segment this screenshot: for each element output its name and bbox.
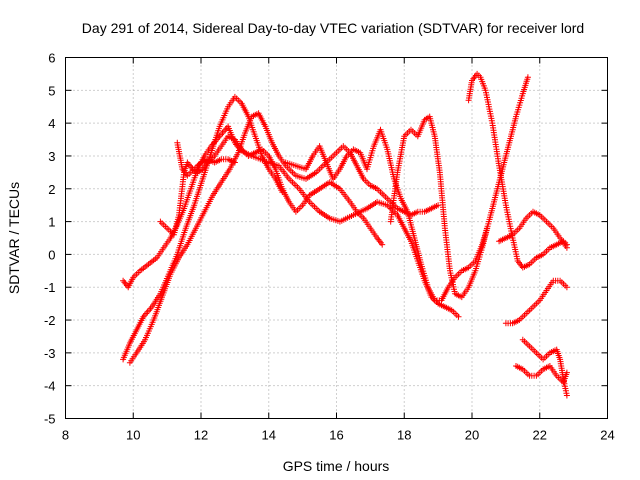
x-tick-label: 12: [194, 428, 208, 443]
series-markers: [502, 277, 570, 327]
series-arc-e: [174, 139, 238, 179]
y-tick-label: -5: [44, 412, 56, 427]
y-tick-label: 5: [48, 83, 55, 98]
y-tick-label: 3: [48, 149, 55, 164]
series-arc-l: [513, 363, 570, 386]
series-arc-g: [387, 113, 491, 301]
series-markers: [519, 336, 570, 399]
y-tick-label: -4: [44, 379, 56, 394]
y-axis-label: SDTVAR / TECUs: [6, 182, 22, 294]
series-arc-i: [496, 208, 570, 251]
y-tick-label: -2: [44, 313, 56, 328]
y-tick-label: -1: [44, 280, 56, 295]
x-tick-label: 18: [397, 428, 411, 443]
y-tick-label: -3: [44, 346, 56, 361]
series-markers: [126, 110, 442, 366]
series-markers: [157, 133, 386, 248]
series-markers: [513, 363, 570, 386]
y-tick-label: 2: [48, 182, 55, 197]
x-tick-label: 22: [533, 428, 547, 443]
series-markers: [282, 74, 531, 304]
series-markers: [174, 139, 238, 179]
y-tick-label: 4: [48, 116, 55, 131]
series-arc-k: [519, 336, 570, 399]
x-tick-label: 20: [465, 428, 479, 443]
x-tick-label: 10: [126, 428, 140, 443]
data-series: [120, 70, 570, 399]
x-axis-label: GPS time / hours: [283, 458, 390, 474]
series-arc-j: [502, 277, 570, 327]
x-tick-label: 8: [62, 428, 69, 443]
series-arc-f: [282, 74, 531, 304]
series-markers: [496, 208, 570, 251]
series-arc-d: [157, 133, 386, 248]
x-tick-label: 24: [600, 428, 614, 443]
x-tick-label: 16: [329, 428, 343, 443]
y-tick-label: 6: [48, 51, 55, 66]
series-arc-c: [126, 110, 442, 366]
x-tick-label: 14: [262, 428, 276, 443]
y-tick-label: 1: [48, 215, 55, 230]
series-markers: [387, 113, 491, 301]
y-tick-label: 0: [48, 247, 55, 262]
chart-title: Day 291 of 2014, Sidereal Day-to-day VTE…: [82, 20, 584, 36]
